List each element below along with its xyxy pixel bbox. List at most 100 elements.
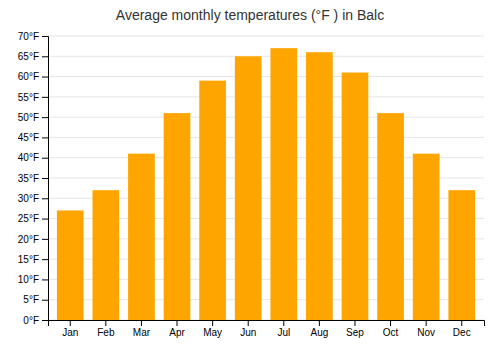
plot: 0°F 5°F 10°F 15°F 20°F 25°F 30°F 35°F 40°F 45°F 50… <box>18 31 485 338</box>
tick-label: 25°F <box>18 213 39 224</box>
bar <box>92 190 119 320</box>
tick: 45°F <box>18 132 48 143</box>
tick-mark <box>354 320 355 326</box>
tick-mark <box>42 97 48 98</box>
tick-mark <box>42 117 48 118</box>
tick-label: 50°F <box>18 112 39 123</box>
tick-label: 15°F <box>18 254 39 265</box>
tick: 15°F <box>18 254 48 265</box>
tick-mark <box>177 320 178 326</box>
bar <box>57 210 84 320</box>
grid-line <box>48 137 484 138</box>
tick-mark <box>212 320 213 326</box>
tick: 20°F <box>18 234 48 245</box>
tick-mark <box>42 198 48 199</box>
tick-mark <box>42 239 48 240</box>
tick-label: Dec <box>453 327 471 338</box>
tick-label: Mar <box>133 327 151 338</box>
tick: Mar <box>133 320 151 338</box>
grid-line <box>48 76 484 77</box>
tick: 35°F <box>18 173 48 184</box>
tick-mark <box>42 178 48 179</box>
y-axis: 0°F 5°F 10°F 15°F 20°F 25°F 30°F 35°F 40°F 45°F 50… <box>18 31 49 326</box>
tick-mark <box>42 279 48 280</box>
tick-label: Apr <box>169 327 185 338</box>
bar <box>306 52 333 320</box>
tick-mark <box>426 320 427 326</box>
tick: Feb <box>97 320 115 338</box>
tick-label: Oct <box>383 327 399 338</box>
tick-mark <box>42 36 48 37</box>
grid-line <box>48 96 484 97</box>
tick-mark <box>283 320 284 326</box>
title: Average monthly temperatures (°F ) in Ba… <box>116 7 384 23</box>
tick: Jul <box>277 320 290 338</box>
tick: 60°F <box>18 71 48 82</box>
grid-line <box>48 117 484 118</box>
tick-mark <box>42 56 48 57</box>
tick-label: 20°F <box>18 234 39 245</box>
tick-mark <box>42 300 48 301</box>
tick-label: 70°F <box>18 31 39 42</box>
tick-mark <box>42 158 48 159</box>
grid <box>48 36 484 320</box>
tick: 5°F <box>23 294 48 305</box>
tick-mark <box>141 320 142 326</box>
tick-label: 55°F <box>18 92 39 103</box>
tick-label: Feb <box>97 327 115 338</box>
tick-label: Jan <box>62 327 78 338</box>
axis-line <box>49 321 485 327</box>
tick-mark <box>390 320 391 326</box>
tick-mark <box>42 259 48 260</box>
tick-label: 65°F <box>18 51 39 62</box>
x-axis: Jan Feb Mar Apr May Jun Jul Aug Sep Oct Nov Dec <box>49 320 485 338</box>
tick-mark <box>70 320 71 326</box>
tick-label: Nov <box>417 327 435 338</box>
tick: Sep <box>346 320 364 338</box>
tick: 50°F <box>18 112 48 123</box>
tick: 25°F <box>18 213 48 224</box>
bar <box>448 190 475 320</box>
tick: Aug <box>310 320 328 338</box>
tick: Jun <box>240 320 256 338</box>
tick-label: Sep <box>346 327 364 338</box>
tick: 10°F <box>18 274 48 285</box>
tick-label: Aug <box>310 327 328 338</box>
bar <box>199 81 226 320</box>
tick: Apr <box>169 320 185 338</box>
tick-mark <box>319 320 320 326</box>
tick-label: 10°F <box>18 274 39 285</box>
tick-label: Jun <box>240 327 256 338</box>
tick-mark <box>42 219 48 220</box>
bar <box>377 113 404 320</box>
bar <box>270 48 297 320</box>
chart: Average monthly temperatures (°F ) in Ba… <box>0 0 500 350</box>
bar <box>235 56 262 320</box>
tick: 40°F <box>18 152 48 163</box>
tick-label: Jul <box>277 327 290 338</box>
tick-label: 30°F <box>18 193 39 204</box>
tick-mark <box>105 320 106 326</box>
grid-line <box>48 36 484 37</box>
tick: Dec <box>453 320 471 338</box>
tick-mark <box>42 77 48 78</box>
bar <box>128 154 155 320</box>
tick: Oct <box>383 320 399 338</box>
tick: 30°F <box>18 193 48 204</box>
tick: 65°F <box>18 51 48 62</box>
tick-label: 60°F <box>18 71 39 82</box>
axis-line <box>42 37 49 321</box>
tick-mark <box>461 320 462 326</box>
bar <box>342 73 369 320</box>
tick-mark <box>248 320 249 326</box>
tick-label: May <box>203 327 222 338</box>
grid-line <box>48 56 484 57</box>
tick: Jan <box>62 320 78 338</box>
tick-label: 0°F <box>23 315 39 326</box>
tick-label: 5°F <box>23 294 39 305</box>
bar <box>413 154 440 320</box>
tick: 70°F <box>18 31 48 42</box>
tick-mark <box>42 137 48 138</box>
bar <box>164 113 191 320</box>
tick-mark <box>42 320 48 321</box>
